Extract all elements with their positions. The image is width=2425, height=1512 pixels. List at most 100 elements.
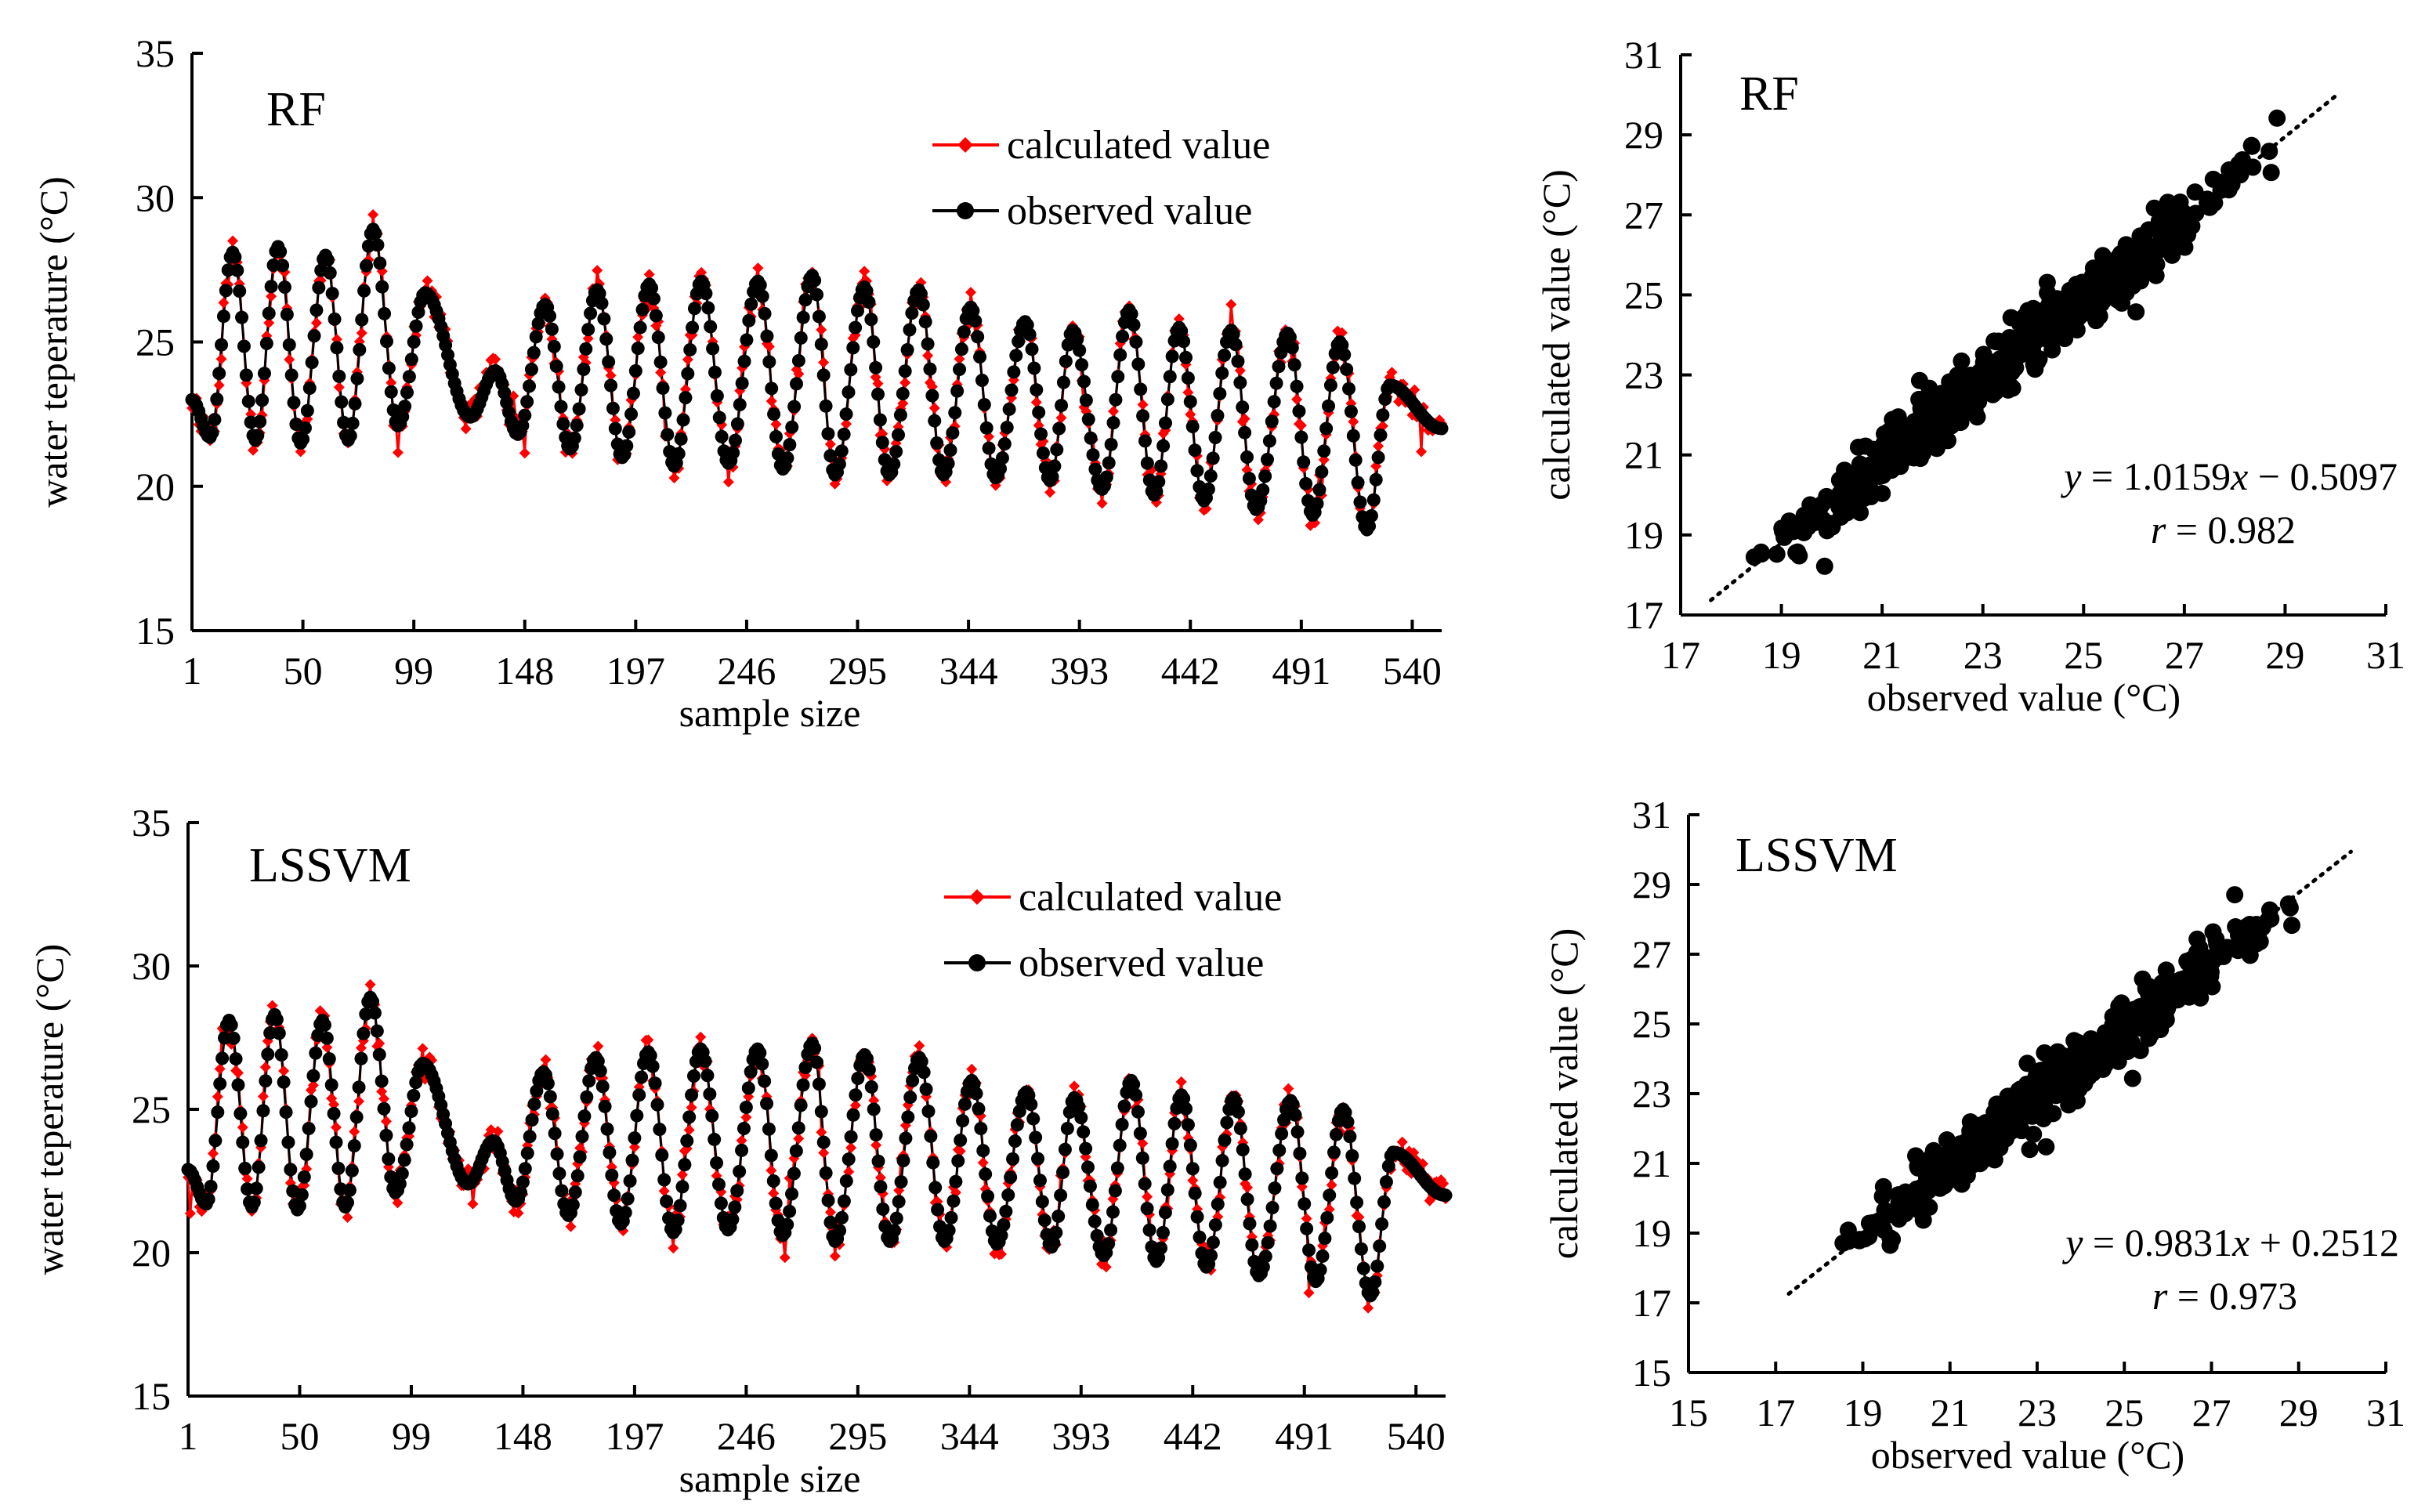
observed-point: [1008, 1134, 1022, 1148]
scatter-point: [2137, 980, 2155, 998]
observed-point: [1211, 1197, 1225, 1211]
observed-point: [252, 1160, 266, 1174]
scatter-point: [2158, 224, 2176, 242]
observed-point: [1070, 332, 1084, 346]
observed-point: [1024, 1098, 1038, 1112]
observed-point: [346, 416, 360, 430]
equation-part: y: [2061, 1221, 2083, 1264]
observed-point: [1084, 431, 1098, 445]
observed-point: [355, 313, 369, 327]
x-tick-label: 99: [394, 649, 433, 693]
scatter-point: [1815, 557, 1833, 575]
observed-point: [842, 1152, 856, 1167]
observed-point: [1310, 497, 1324, 511]
observed-point: [1106, 416, 1120, 430]
observed-point: [956, 1114, 970, 1128]
observed-point: [1158, 1206, 1172, 1220]
calculated-point: [417, 1043, 429, 1054]
y-axis-title: calculated value (°C): [1534, 169, 1578, 501]
x-tick-label: 442: [1164, 1414, 1222, 1458]
calculated-point: [1373, 440, 1384, 452]
calculated-point: [668, 472, 680, 484]
observed-point: [744, 1065, 758, 1079]
observed-point: [1368, 1275, 1382, 1289]
x-tick-label: 19: [1762, 633, 1801, 677]
observed-point: [921, 1105, 936, 1119]
observed-point: [832, 457, 846, 471]
scatter-point: [1753, 545, 1771, 563]
observed-point: [864, 313, 878, 327]
observed-point: [733, 397, 747, 411]
observed-point: [1316, 1249, 1330, 1263]
observed-point: [1081, 412, 1095, 426]
observed-point: [918, 315, 932, 329]
observed-point: [1188, 443, 1202, 458]
scatter-point: [2018, 1054, 2036, 1073]
observed-point: [259, 1074, 273, 1088]
observed-point: [1156, 1225, 1170, 1239]
observed-point: [1088, 1214, 1102, 1228]
calculated-point: [1386, 367, 1398, 378]
observed-point: [760, 329, 774, 343]
observed-point: [767, 407, 781, 421]
equation-part: = 1.0159: [2081, 454, 2231, 498]
y-tick-label: 20: [132, 1231, 171, 1275]
legend-calculated-marker: [957, 137, 973, 153]
observed-point: [676, 413, 690, 427]
observed-point: [796, 1078, 810, 1092]
scatter-point: [1989, 361, 2007, 379]
observed-point: [605, 1168, 619, 1182]
panel-title: RF: [266, 83, 326, 136]
scatter-point: [2186, 183, 2204, 201]
observed-point: [378, 306, 392, 320]
scatter-point: [2188, 970, 2206, 988]
observed-point: [1327, 1145, 1341, 1159]
observed-point: [384, 385, 398, 399]
calculated-point: [378, 1093, 390, 1105]
observed-point: [1029, 1130, 1043, 1145]
calculated-point: [926, 381, 938, 392]
observed-point: [1047, 1236, 1061, 1250]
observed-point: [1337, 348, 1352, 362]
observed-point: [946, 1194, 961, 1208]
lssvm-scatter-panel: 15 17 19 21 23 25 27 29 31 15 17 19 21 23 25 27 29 31 obse…: [1542, 793, 2405, 1477]
scatter-point: [2027, 353, 2045, 371]
observed-point: [1201, 482, 1215, 496]
observed-point: [400, 1138, 414, 1152]
observed-point: [675, 1180, 689, 1194]
observed-point: [1045, 470, 1059, 484]
observed-point: [706, 342, 720, 356]
observed-point: [681, 367, 695, 381]
observed-point: [889, 445, 903, 459]
y-tick-label: 30: [136, 175, 175, 219]
calculated-point: [954, 1145, 966, 1157]
observed-point: [657, 1173, 671, 1187]
observed-point: [1286, 1098, 1300, 1112]
observed-point: [846, 1108, 860, 1122]
observed-point: [330, 341, 344, 355]
observed-point: [1261, 1235, 1275, 1250]
observed-point: [400, 385, 414, 400]
observed-point: [951, 1154, 965, 1168]
observed-point: [305, 356, 319, 370]
scatter-point: [1946, 403, 1964, 421]
observed-point: [972, 1101, 986, 1116]
x-tick-label: 17: [1661, 633, 1700, 677]
observed-point: [1140, 1202, 1154, 1216]
observed-point: [1344, 404, 1358, 418]
observed-point: [1134, 382, 1148, 396]
calculated-point: [763, 341, 775, 353]
calculated-point: [374, 1037, 385, 1049]
observed-point: [1079, 393, 1093, 407]
y-tick-label: 23: [1632, 1072, 1671, 1116]
observed-point: [1348, 1171, 1362, 1185]
scatter-point: [2260, 901, 2278, 919]
observed-point: [1077, 1125, 1091, 1139]
r-text: r = 0.973: [2152, 1274, 2297, 1318]
observed-point: [555, 1184, 569, 1198]
observed-point: [1056, 375, 1070, 389]
observed-point: [606, 401, 620, 415]
observed-point: [966, 304, 980, 318]
observed-point: [1290, 1125, 1305, 1139]
scatter-point: [2244, 158, 2262, 176]
